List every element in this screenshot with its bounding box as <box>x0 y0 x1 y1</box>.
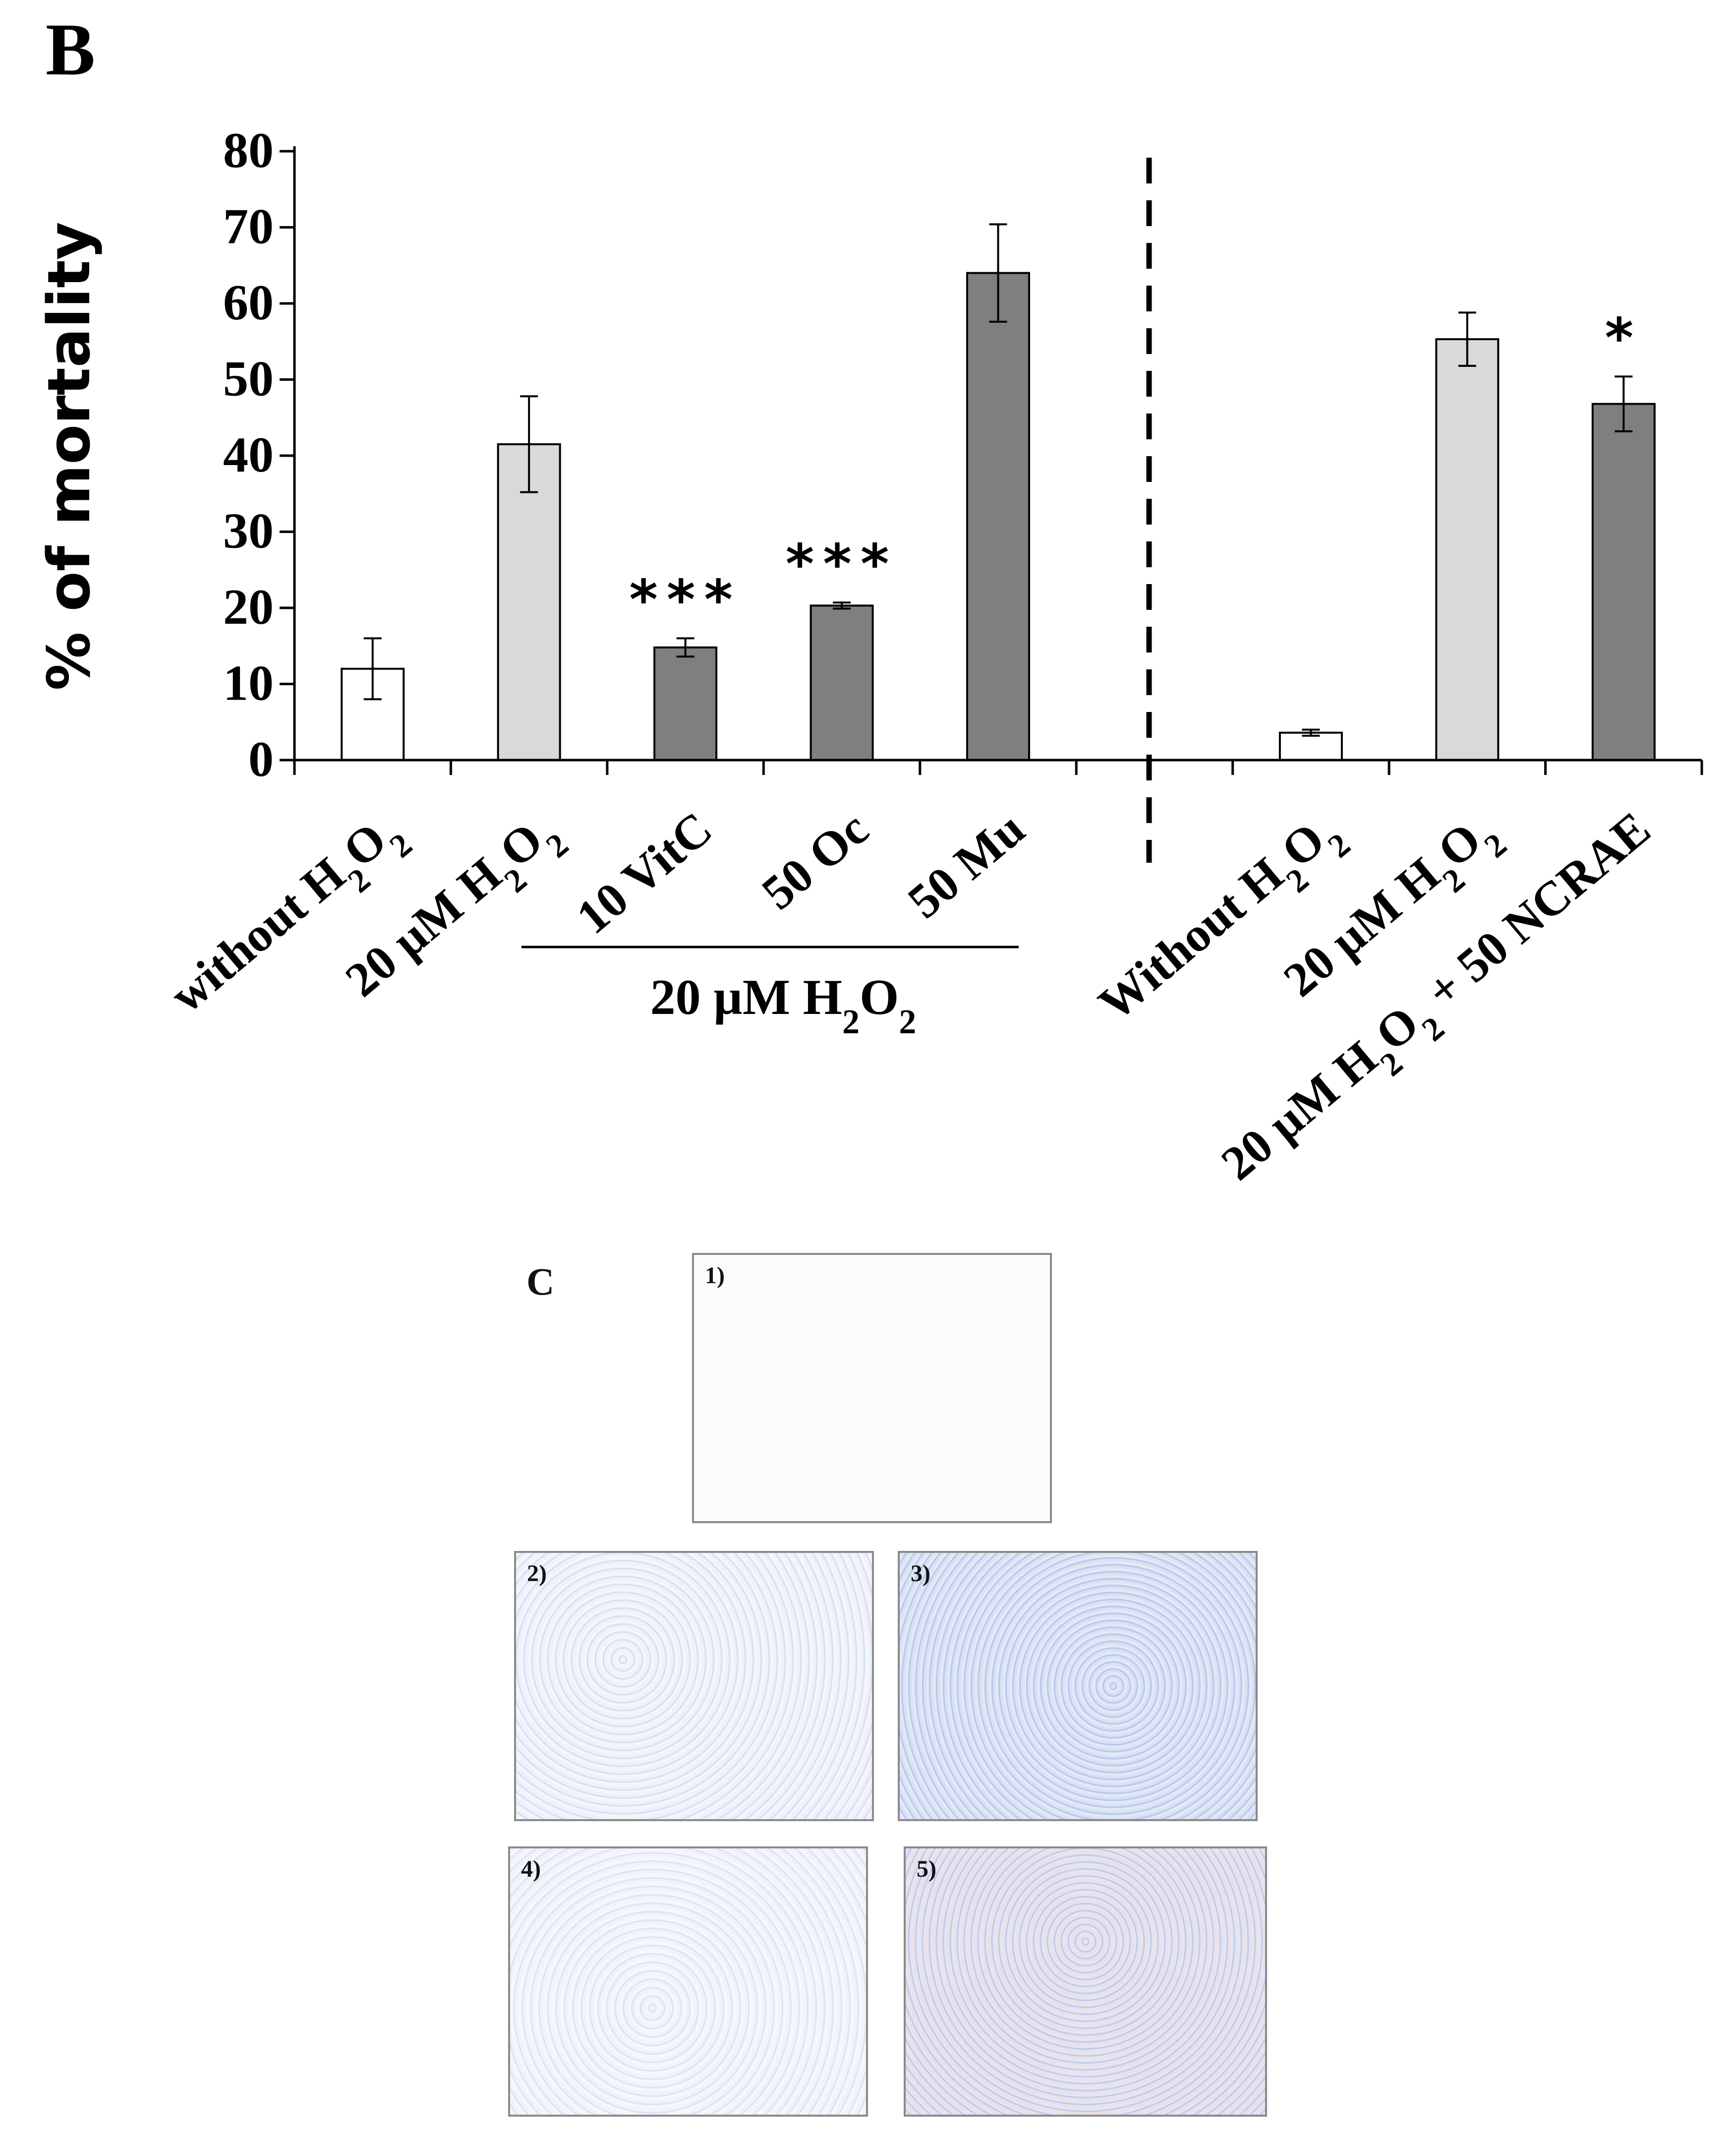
x-label-5-mid: O <box>1272 813 1335 878</box>
y-tick-label-50: 50 <box>223 351 274 407</box>
x-label-4-pre: 50 Mu <box>898 802 1035 929</box>
micrograph-5: 5) <box>904 1846 1267 2117</box>
x-label-3-pre: 50 Oc <box>752 802 878 920</box>
group-bracket: 20 µM H2O2 <box>521 946 1019 1041</box>
micrograph-1: 1) <box>692 1253 1052 1523</box>
bar-1 <box>497 443 561 761</box>
significance-2: *** <box>629 568 742 631</box>
x-label-0-pre: without H <box>160 847 355 1023</box>
micrograph-3-label: 3) <box>911 1560 930 1587</box>
panel-c-label: C <box>526 1260 555 1303</box>
micrograph-4: 4) <box>508 1846 868 2117</box>
x-label-3: 50 Oc <box>752 802 878 920</box>
x-label-0: without H2O2 <box>160 802 419 1034</box>
y-tick-label-40: 40 <box>223 427 274 483</box>
x-label-4: 50 Mu <box>898 802 1035 929</box>
y-tick-label-30: 30 <box>223 503 274 559</box>
x-label-5-pre: Without H <box>1089 847 1293 1031</box>
group-bracket-label-mid: O <box>860 969 899 1025</box>
bar-2 <box>653 646 718 761</box>
axes <box>293 146 1703 775</box>
micrograph-1-label: 1) <box>705 1262 725 1289</box>
bar-5 <box>1278 731 1343 761</box>
micrograph-4-label: 4) <box>521 1856 541 1882</box>
significance-7: * <box>1605 306 1643 369</box>
bar-4 <box>966 272 1030 761</box>
group-bracket-label-s2: 2 <box>899 1003 916 1041</box>
micrograph-2: 2) <box>514 1551 874 1821</box>
x-label-1-mid: O <box>490 813 553 878</box>
micrograph-5-label: 5) <box>917 1856 936 1882</box>
y-tick-label-70: 70 <box>223 199 274 255</box>
significance-3: *** <box>786 532 898 595</box>
y-tick-label-20: 20 <box>223 579 274 635</box>
bars: ******* <box>341 223 1656 762</box>
group-bracket-label-pre: 20 µM H <box>650 969 842 1025</box>
micrograph-2-label: 2) <box>527 1560 547 1587</box>
y-tick-label-80: 80 <box>223 122 274 178</box>
x-label-7-pre: 20 µM H <box>1212 1031 1388 1190</box>
x-label-7-mid: O <box>1366 996 1429 1062</box>
micrograph-3: 3) <box>898 1551 1258 1821</box>
x-label-7: 20 µM H2O2 + 50 NCRAE <box>1212 802 1670 1202</box>
group-bracket-label: 20 µM H2O2 <box>650 969 917 1041</box>
bar-3 <box>810 604 874 762</box>
y-tick-label-60: 60 <box>223 275 274 331</box>
x-label-5: Without H2O2 <box>1089 802 1357 1042</box>
y-axis-ticks: 0 10 20 30 40 50 60 70 80 <box>223 122 294 787</box>
y-tick-label-10: 10 <box>223 655 274 711</box>
y-axis-label: % of mortality <box>35 222 103 690</box>
x-label-6-mid: O <box>1428 813 1491 878</box>
bar-7 <box>1591 403 1656 761</box>
y-tick-label-0: 0 <box>248 731 274 787</box>
panel-b-label: B <box>46 8 95 91</box>
group-bracket-label-s1: 2 <box>842 1003 860 1041</box>
x-label-2: 10 VitC <box>567 802 722 944</box>
x-label-0-mid: O <box>333 813 397 878</box>
bar-6 <box>1435 338 1500 761</box>
x-label-2-pre: 10 VitC <box>567 802 722 944</box>
